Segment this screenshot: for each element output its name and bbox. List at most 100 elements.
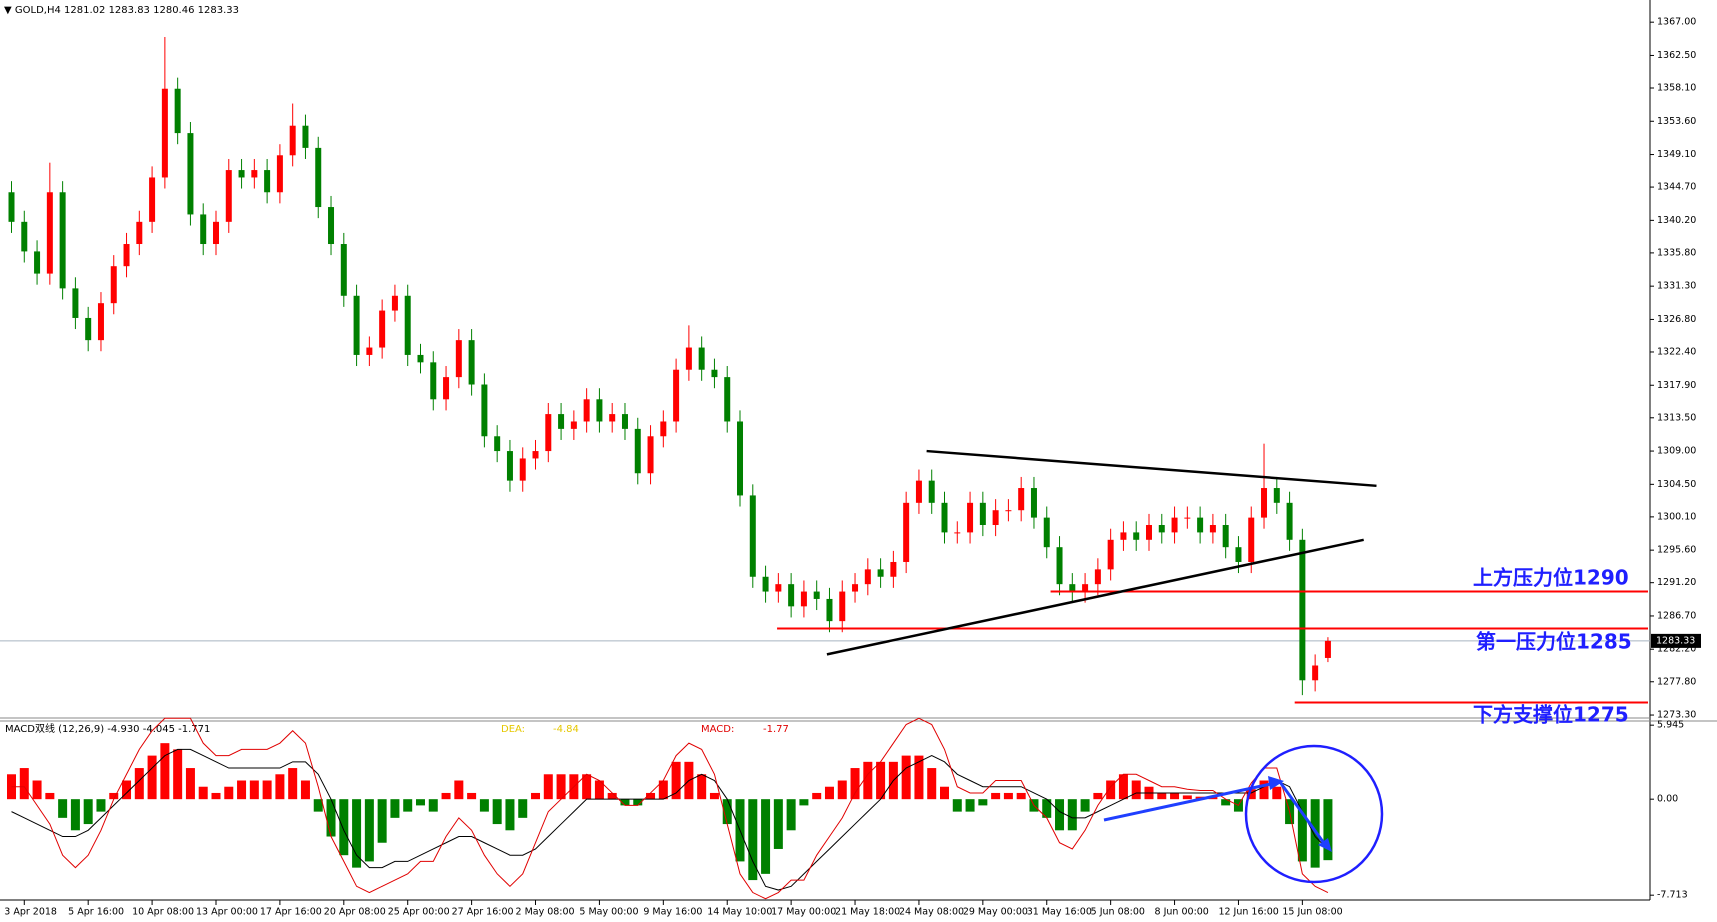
y-tick-label: 1362.50 (1657, 50, 1696, 61)
x-tick-label: 3 Apr 2018 (4, 907, 57, 918)
candle-body (941, 502, 948, 533)
annotation-shapes (1103, 744, 1384, 884)
candle-body (1312, 665, 1319, 681)
y-tick-label: 1273.30 (1657, 710, 1696, 721)
candle-body (877, 569, 884, 577)
candle-body (903, 502, 910, 562)
macd-bar (1106, 780, 1116, 800)
candle-body (1248, 517, 1255, 562)
candle-body (1133, 532, 1140, 540)
bar-close: 1283.33 (198, 5, 239, 16)
candle-body (545, 414, 552, 452)
macd-bar (134, 768, 144, 800)
macd-bar (1131, 780, 1141, 800)
macd-bar (876, 761, 886, 800)
candle-body (890, 561, 897, 577)
macd-bar (339, 799, 349, 856)
macd-bar (709, 792, 719, 800)
bar-high: 1283.83 (109, 5, 150, 16)
macd-bar (531, 792, 541, 800)
macd-bar (262, 780, 272, 800)
y-tick-label: 1349.10 (1657, 149, 1696, 160)
candle-body (711, 369, 718, 378)
candle-body (238, 170, 245, 178)
header-arrow: ▼ (4, 5, 15, 16)
x-tick-label: 25 Apr 00:00 (388, 907, 450, 918)
y-tick-label: 1353.60 (1657, 116, 1696, 127)
bar-low: 1280.46 (153, 5, 194, 16)
candle-body (468, 340, 475, 385)
macd-bar (1221, 799, 1231, 806)
macd-bar (1182, 795, 1192, 800)
candle-body (1056, 547, 1063, 585)
x-tick-label: 10 Apr 08:00 (132, 907, 194, 918)
y-tick-label: 1335.80 (1657, 247, 1696, 258)
bar-open: 1281.02 (64, 5, 105, 16)
macd-bar (620, 799, 630, 806)
macd-bar (1042, 799, 1052, 818)
candle-body (967, 502, 974, 533)
macd-line (11, 748, 1329, 891)
y-tick-label: 1317.90 (1657, 380, 1696, 391)
level-label: 第一压力位1285 (1476, 630, 1632, 654)
candle-body (1043, 517, 1050, 548)
macd-bar (58, 799, 68, 818)
x-tick-label: 5 Apr 16:00 (68, 907, 124, 918)
highlight-circle (1244, 744, 1384, 884)
macd-bar (96, 799, 106, 812)
arrow-head (1318, 838, 1332, 852)
macd-bar (288, 768, 298, 800)
candle-body (928, 480, 935, 503)
trendline (826, 538, 1364, 656)
y-tick-label: 1309.00 (1657, 446, 1696, 457)
macd-bar (837, 780, 847, 800)
y-tick-label: 1313.50 (1657, 412, 1696, 423)
candle-body (366, 347, 373, 355)
y-tick-label: 1291.20 (1657, 577, 1696, 588)
y-tick-label: 1295.60 (1657, 545, 1696, 556)
x-tick-label: 29 May 00:00 (963, 907, 1028, 918)
candle-body (737, 421, 744, 496)
x-tick-label: 13 Apr 00:00 (196, 907, 258, 918)
macd-bar (109, 792, 119, 800)
macd-bar (198, 786, 208, 800)
macd-bar (582, 774, 592, 800)
macd-bar (991, 792, 1001, 800)
macd-bar (1080, 799, 1090, 812)
macd-bar (7, 774, 17, 800)
candle-body (302, 125, 309, 148)
macd-bar (1297, 799, 1307, 862)
macd-bar (122, 780, 132, 800)
candle-body (1120, 532, 1127, 540)
candle-body (379, 310, 386, 348)
candle-body (353, 295, 360, 355)
candle-body (417, 354, 424, 363)
x-tick-label: 8 Jun 00:00 (1155, 907, 1209, 918)
macd-bar (697, 774, 707, 800)
candle-body (391, 295, 398, 311)
candle-body (136, 221, 143, 245)
macd-bar (824, 786, 834, 800)
x-tick-label: 5 May 00:00 (579, 907, 638, 918)
candle-body (1145, 525, 1152, 540)
macd-bar (812, 792, 822, 800)
candle-body (225, 170, 232, 222)
level-label: 下方支撑位1275 (1473, 703, 1629, 727)
x-tick-label: 24 May 08:00 (899, 907, 964, 918)
macd-bar (658, 780, 668, 800)
macd-bar (518, 799, 528, 818)
macd-bar (45, 792, 55, 800)
macd-bar (786, 799, 796, 831)
macd-bar (377, 799, 387, 843)
y-tick-label: 1331.30 (1657, 281, 1696, 292)
macd-bar (773, 799, 783, 849)
macd-bar (1272, 786, 1282, 800)
macd-bar (300, 780, 310, 800)
macd-bar (607, 792, 617, 800)
y-tick-label: 1282.20 (1657, 644, 1696, 655)
macd-label: MACD: (701, 724, 734, 735)
arrow-head (1268, 776, 1284, 790)
macd-bar (237, 780, 247, 800)
macd-bar (1170, 792, 1180, 800)
macd-bar (1323, 799, 1333, 861)
